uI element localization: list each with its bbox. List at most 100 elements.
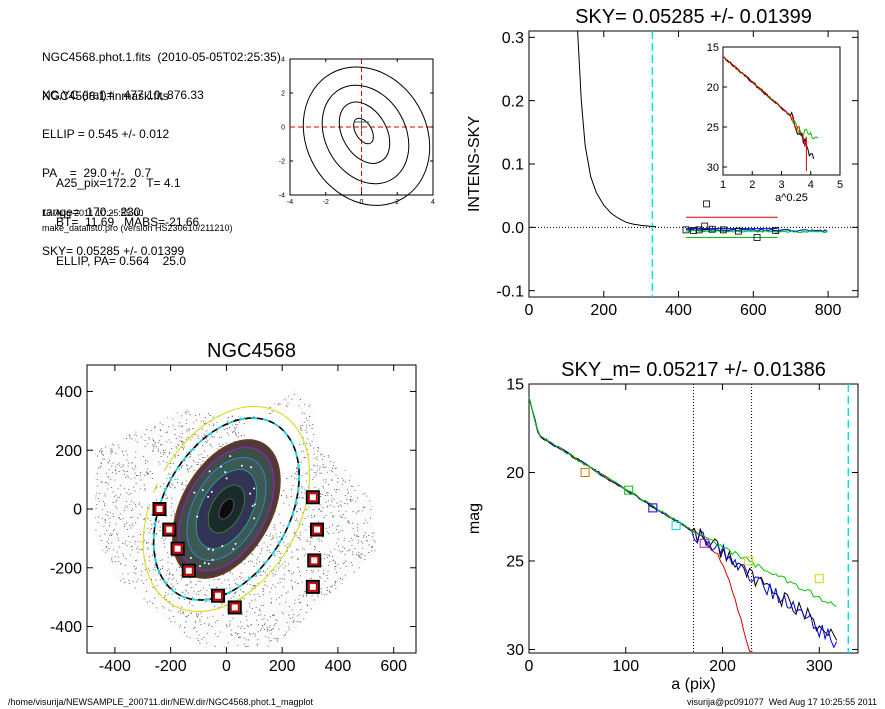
y-axis-label: INTENS-SKY: [466, 116, 483, 212]
isophote-point: [210, 490, 213, 493]
isophote-point: [193, 491, 196, 494]
inset-x-tick-label: 4: [808, 179, 814, 191]
info-line: PA = 29.0 +/- 0.7: [42, 166, 152, 180]
inset-y-tick-label: 20: [707, 82, 719, 94]
isophote-point: [198, 565, 201, 568]
sky-box-inner: [183, 565, 194, 576]
x-tick-label: 600: [380, 658, 407, 675]
sky-box-inner: [307, 581, 318, 592]
sky-square: [701, 222, 709, 230]
y-tick-label: -4: [279, 192, 285, 199]
y-tick-label: 0.1: [502, 157, 524, 174]
x-tick-label: -200: [155, 658, 187, 675]
isophote-point: [253, 503, 256, 506]
info-line: A25_pix=172.2 T= 4.1: [56, 176, 181, 190]
x-tick-label: 2: [395, 199, 399, 206]
y-tick-label: -400: [50, 619, 82, 636]
y-tick-label: -200: [50, 560, 82, 577]
info-photometry: A25_pix=172.2 T= 4.1 BT= 11.69 MABS=-21.…: [56, 151, 199, 294]
isophote-point: [201, 489, 204, 492]
inset-x-tick-label: 3: [778, 179, 784, 191]
info-line: range= 170.- 230.: [42, 205, 144, 219]
footer-path: /home/visurija/NEWSAMPLE_200711.dir/NEW.…: [8, 697, 313, 707]
y-tick-label: 200: [55, 443, 82, 460]
isophote-point: [207, 495, 210, 498]
x-tick-label: 0: [360, 199, 364, 206]
info-line: ELLIP = 0.545 +/- 0.012: [42, 127, 170, 141]
y-tick-label: 25: [506, 554, 524, 571]
x-tick-label: -400: [99, 658, 131, 675]
chart-title: SKY_m= 0.05217 +/- 0.01386: [561, 359, 826, 381]
mag-square: [699, 538, 709, 548]
x-tick-label: 0: [525, 658, 534, 675]
chart-title: NGC4568: [207, 340, 296, 362]
info-line: NGC4568.phot.1.fits (2010-05-05T02:25:35…: [42, 50, 281, 64]
mag-square: [814, 574, 824, 584]
inset-x-tick-label: 5: [837, 179, 843, 191]
inset-plot: 1 2 3 4 5 15 20 25 30 a^0.25: [707, 42, 843, 204]
contour-level: [321, 84, 410, 185]
isophote-point: [211, 558, 214, 561]
x-tick-label: -2: [323, 199, 329, 206]
info-line: ELLIP, PA= 0.564 25.0: [56, 254, 186, 268]
isophote-point: [240, 464, 243, 467]
isophote-point: [207, 562, 210, 565]
isophote-point: [253, 487, 256, 490]
isophote-point: [220, 465, 223, 468]
mag-square: [648, 503, 658, 513]
isophote-point: [229, 455, 232, 458]
y-axis-label: mag: [466, 503, 483, 534]
y-tick-label: 0.0: [502, 220, 524, 237]
sky-box-inner: [213, 590, 224, 601]
y-tick-label: 400: [55, 384, 82, 401]
isophote-point: [221, 545, 224, 548]
x-tick-label: 0: [525, 302, 534, 319]
x-tick-label: 200: [590, 302, 617, 319]
sky-ellipse-cyan: [152, 417, 300, 601]
isophote-point: [208, 470, 211, 473]
inset-y-tick-label: 30: [707, 162, 719, 174]
isophote-point: [203, 562, 206, 565]
isophote-point: [250, 466, 253, 469]
x-tick-label: 400: [325, 658, 352, 675]
x-axis-label: a (pix): [671, 676, 715, 693]
info-line: BT= 11.69 MABS=-21.66: [56, 215, 200, 229]
green-mag-curve: [528, 397, 837, 607]
isophote-point: [251, 504, 254, 507]
axes-image: -400 -200 0 200 400 600 -400 -200 0 200 400 NGC4568: [50, 340, 417, 675]
contour-level: [302, 66, 431, 206]
info-line: XC,YC (iraf)= 477.10, 876.33: [42, 88, 204, 102]
sky-box-inner: [309, 555, 320, 566]
axes-mag: 0 100 200 300 15 20 25 30 SKY_m= 0.05217 +/- 0.0…: [466, 359, 859, 693]
isophote-point: [189, 556, 192, 559]
x-tick-label: 800: [815, 302, 842, 319]
sky-box-inner: [172, 543, 183, 554]
sky-square: [682, 226, 690, 234]
info-geometry: XC,YC (iraf)= 477.10, 876.33 ELLIP = 0.5…: [42, 63, 204, 284]
sky-box-inner: [229, 602, 240, 613]
x-tick-label: 4: [431, 199, 435, 206]
axes-contour: -4 -2 0 2 4 -4 -2 0 2 4: [279, 56, 435, 206]
masked-star: [148, 463, 171, 485]
info-filenames: NGC4568.phot.1.fits (2010-05-05T02:25:35…: [42, 25, 281, 129]
isophote-point: [212, 549, 215, 552]
info-line: SKY= 0.05285 +/- 0.01399: [42, 244, 185, 258]
galaxy-core: [218, 498, 235, 520]
blue-mag-curve: [528, 397, 838, 649]
red-mag-curve: [528, 397, 753, 652]
x-tick-label: 400: [665, 302, 692, 319]
mag-square: [580, 467, 590, 477]
sky-box-inner: [307, 492, 318, 503]
info-date: 17-Aug-2011 10:25:55.00: [42, 208, 144, 218]
inset-y-tick-label: 25: [707, 122, 719, 134]
green-sky-line: [685, 229, 828, 234]
y-tick-label: 0.3: [502, 30, 524, 47]
contour-level: [338, 101, 391, 164]
y-tick-label: -2: [279, 158, 285, 165]
mag-square: [744, 556, 754, 566]
isophote-point: [234, 542, 237, 545]
y-tick-label: -0.1: [496, 283, 524, 300]
isophote-point: [253, 517, 256, 520]
isophote-point: [207, 548, 210, 551]
y-tick-label: 4: [281, 56, 285, 63]
